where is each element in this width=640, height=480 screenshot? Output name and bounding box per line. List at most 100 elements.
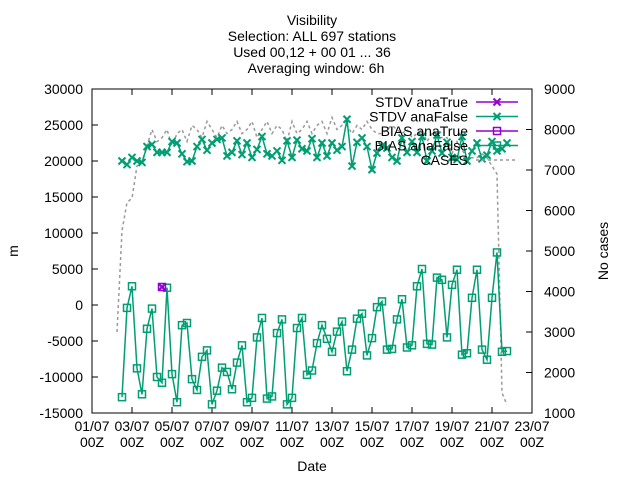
x-axis-ticks: 01/0700Z03/0700Z05/0700Z07/0700Z09/0700Z… — [74, 89, 550, 450]
data-point-bias-anafalse — [147, 304, 157, 313]
data-point-stdv-anafalse — [217, 133, 227, 143]
data-point-bias-anafalse — [277, 315, 287, 324]
data-point-bias-anafalse — [392, 315, 402, 324]
x-tick-label-date: 17/07 — [394, 418, 429, 434]
data-point-stdv-anafalse — [362, 142, 372, 151]
x-tick-label-date: 13/07 — [314, 418, 349, 434]
data-point-bias-anafalse — [417, 264, 427, 274]
data-point-bias-anafalse — [187, 374, 197, 384]
data-point-bias-anafalse — [402, 343, 412, 352]
data-point-bias-anafalse — [362, 351, 372, 360]
y-tick-label: -15000 — [39, 405, 83, 421]
data-point-bias-anafalse — [247, 393, 257, 403]
data-point-stdv-anafalse — [202, 145, 212, 155]
data-point-stdv-anafalse — [242, 138, 252, 148]
data-point-bias-anafalse — [337, 317, 347, 326]
data-point-stdv-anafalse — [382, 143, 392, 153]
data-point-bias-anafalse — [232, 358, 242, 367]
data-point-bias-anafalse — [257, 313, 267, 323]
data-point-bias-anafalse — [357, 309, 367, 318]
data-point-bias-anafalse — [152, 372, 162, 382]
data-point-bias-anafalse — [322, 334, 332, 344]
data-point-bias-anafalse — [342, 366, 352, 376]
data-point-stdv-anafalse — [452, 155, 462, 164]
series-line-cases — [116, 115, 508, 406]
data-point-stdv-anafalse — [177, 149, 187, 159]
data-point-stdv-anafalse — [312, 153, 322, 162]
data-point-stdv-anafalse — [367, 165, 377, 174]
data-point-bias-anafalse — [397, 294, 407, 304]
y2-tick-label: 5000 — [544, 243, 575, 259]
data-point-stdv-anafalse — [192, 142, 202, 151]
data-point-stdv-anafalse — [467, 146, 477, 156]
data-point-bias-anafalse — [167, 369, 177, 379]
data-point-stdv-anafalse — [187, 156, 197, 166]
data-point-stdv-anafalse — [162, 148, 172, 157]
data-point-stdv-anafalse — [137, 158, 147, 167]
y-tick-label: 10000 — [44, 225, 83, 241]
data-point-stdv-anafalse — [347, 161, 357, 171]
data-point-bias-anafalse — [377, 297, 387, 306]
data-point-stdv-anafalse — [307, 134, 317, 143]
data-point-stdv-anafalse — [487, 137, 497, 146]
series-stdv-anatrue — [157, 282, 167, 292]
data-point-stdv-anafalse — [147, 140, 157, 149]
data-point-bias-anafalse — [272, 328, 282, 338]
legend-marker-bias-anafalse — [492, 141, 502, 150]
y-axis-ticks: 30000 25000 20000 15000 10000 5000 0 -5000 -1000… — [39, 81, 98, 421]
data-point-bias-anafalse — [502, 346, 512, 356]
data-point-bias-anafalse — [242, 397, 252, 407]
data-point-bias-anafalse — [492, 248, 502, 257]
data-point-bias-anafalse — [317, 320, 327, 330]
chart-title-line-2: Selection: ALL 697 stations — [228, 28, 396, 44]
x-tick-label-hour: 00Z — [200, 434, 225, 450]
data-point-bias-anafalse — [122, 303, 132, 313]
data-point-bias-anafalse — [462, 348, 472, 358]
data-point-bias-anafalse — [217, 363, 227, 372]
x-tick-label-date: 19/07 — [434, 418, 469, 434]
y2-tick-label: 8000 — [544, 122, 575, 138]
legend-label-stdv-anafalse: STDV anaFalse — [369, 109, 468, 125]
y-tick-label: 0 — [75, 297, 83, 313]
data-point-bias-anafalse — [117, 392, 127, 402]
data-point-stdv-anafalse — [197, 135, 207, 144]
data-point-bias-anafalse — [237, 341, 247, 350]
data-point-bias-anafalse — [192, 385, 202, 395]
y-tick-label: 30000 — [44, 81, 83, 97]
data-point-stdv-anafalse — [482, 151, 492, 160]
data-point-bias-anafalse — [182, 318, 192, 328]
x-tick-label-hour: 00Z — [120, 434, 145, 450]
data-point-stdv-anafalse — [392, 156, 402, 166]
legend-label-bias-anafalse: BIAS anaFalse — [375, 138, 469, 154]
data-point-stdv-anafalse — [297, 144, 307, 153]
data-point-bias-anafalse — [487, 293, 497, 303]
legend-marker-stdv-anatrue — [492, 97, 502, 107]
data-point-stdv-anatrue — [157, 282, 167, 292]
data-point-stdv-anafalse — [327, 138, 337, 148]
x-tick-label-hour: 00Z — [280, 434, 305, 450]
legend-label-bias-anatrue: BIAS anaTrue — [381, 123, 469, 139]
data-point-stdv-anafalse — [172, 138, 182, 148]
data-point-bias-anafalse — [372, 302, 382, 312]
data-point-stdv-anafalse — [322, 151, 332, 161]
y2-tick-label: 2000 — [544, 365, 575, 381]
data-point-stdv-anafalse — [252, 145, 262, 154]
data-point-bias-anafalse — [347, 345, 357, 354]
x-tick-label-hour: 00Z — [320, 434, 345, 450]
data-point-stdv-anafalse — [447, 153, 457, 162]
data-point-stdv-anafalse — [407, 137, 417, 146]
y2-tick-label: 4000 — [544, 284, 575, 300]
data-point-bias-anafalse — [367, 333, 377, 343]
data-point-stdv-anafalse — [437, 148, 447, 158]
x-tick-label-hour: 00Z — [480, 434, 505, 450]
data-point-stdv-anafalse — [397, 133, 407, 143]
y-tick-label: -10000 — [39, 369, 83, 385]
data-point-bias-anafalse — [157, 378, 167, 388]
data-point-stdv-anafalse — [457, 132, 467, 141]
data-point-stdv-anafalse — [302, 146, 312, 156]
data-point-bias-anafalse — [252, 333, 262, 342]
legend-label-stdv-anatrue: STDV anaTrue — [375, 94, 468, 110]
data-point-bias-anafalse — [472, 265, 482, 274]
